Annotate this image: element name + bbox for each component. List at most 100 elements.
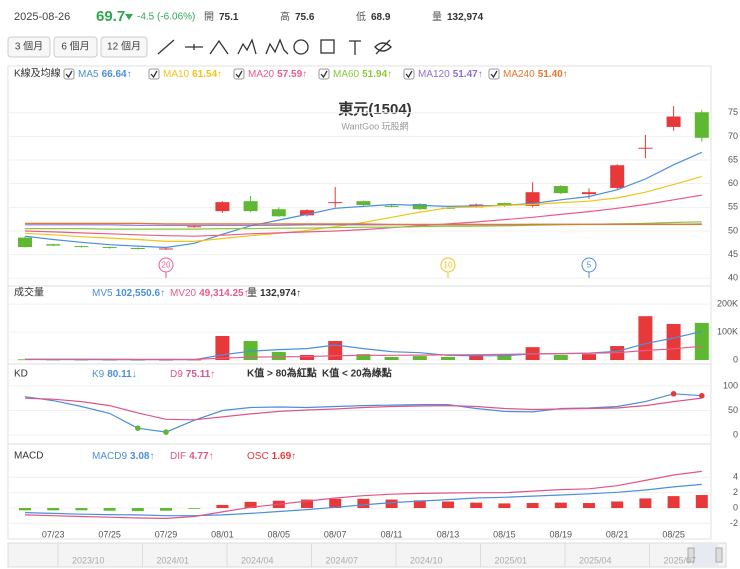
- x-tick-label: 07/25: [98, 529, 121, 539]
- candle-body: [215, 202, 230, 212]
- series-line: [24, 470, 702, 520]
- series-line: [24, 151, 703, 249]
- range-button[interactable]: 3 個月: [7, 36, 51, 58]
- button-label[interactable]: 3 個月: [15, 40, 43, 53]
- candle-body: [582, 192, 596, 195]
- candle-body: [46, 244, 61, 246]
- legend-entry: D9 75.11↑: [170, 369, 215, 380]
- kd-dot: [670, 390, 677, 397]
- field-value: 75.1: [219, 12, 239, 23]
- legend-check[interactable]: [320, 70, 328, 79]
- bar: [243, 341, 258, 360]
- x-tick-label: 08/21: [606, 529, 629, 539]
- legend-checkbox[interactable]: [148, 68, 160, 80]
- legend-checkbox[interactable]: [403, 68, 415, 80]
- legend-entry: MV20 49,314.25↑: [170, 288, 249, 299]
- legend-entry: 量 132,974↑: [247, 287, 301, 299]
- rect-tool[interactable]: [320, 39, 335, 54]
- bar: [694, 322, 709, 360]
- legend-checkbox[interactable]: [233, 68, 245, 80]
- candle-body: [638, 147, 653, 149]
- range-button[interactable]: 6 個月: [53, 36, 98, 58]
- wave-tool[interactable]: [237, 38, 257, 55]
- y-tick-label: 0: [733, 354, 738, 364]
- navigator-label: 2025/01: [495, 555, 528, 565]
- legend-name: MA60: [333, 69, 360, 80]
- y-tick-label: 75: [728, 107, 738, 117]
- header-field: 開 75.1: [204, 11, 239, 23]
- navigator-window[interactable]: [692, 543, 718, 567]
- candle-body: [328, 202, 343, 204]
- panel-note: K值 < 20為綠點: [322, 367, 392, 380]
- down-arrow: [125, 14, 133, 20]
- legend-checkbox[interactable]: [488, 68, 500, 80]
- legend-check[interactable]: [405, 70, 413, 79]
- legend-check[interactable]: [150, 70, 158, 79]
- range-button[interactable]: 12 個月: [100, 36, 148, 58]
- legend-entry: MA10 61.54↑: [163, 69, 222, 80]
- series-line: [24, 483, 702, 517]
- legend-entry: DIF 4.77↑: [170, 451, 214, 462]
- bar: [188, 508, 201, 509]
- candle-body: [74, 246, 89, 248]
- annotation-label: 20: [162, 261, 171, 270]
- y-tick-label: 0: [733, 429, 738, 439]
- legend-check[interactable]: [490, 70, 498, 79]
- legend-check[interactable]: [65, 70, 73, 79]
- button-label[interactable]: 6 個月: [61, 40, 89, 53]
- legend-name: MA5: [78, 69, 99, 80]
- legend-checkbox[interactable]: [63, 68, 75, 80]
- series-line: [24, 175, 702, 242]
- bar: [131, 508, 144, 512]
- x-tick-label: 08/25: [662, 529, 685, 539]
- annotation-label: 5: [587, 261, 592, 270]
- header-fields: 開 75.1 高 75.6 低 68.9 量 132,974: [204, 10, 484, 23]
- button-label[interactable]: 12 個月: [107, 40, 141, 53]
- angle-tool[interactable]: [209, 39, 229, 55]
- navigator-handle[interactable]: [715, 547, 723, 563]
- hide-tool[interactable]: [374, 39, 392, 55]
- navigator[interactable]: [7, 542, 727, 568]
- text-tool[interactable]: [349, 40, 361, 55]
- legend-entry: MV5 102,550.6↑: [92, 288, 165, 299]
- hline-tool[interactable]: [185, 44, 203, 50]
- legend-checkbox[interactable]: [318, 68, 330, 80]
- legend-value: 1.69↑: [272, 451, 296, 462]
- legend-value: 66.64↑: [102, 69, 132, 80]
- field-value: 132,974: [447, 12, 484, 23]
- bar: [469, 354, 484, 360]
- annotation-marker: [440, 257, 456, 273]
- x-tick-label: 08/13: [437, 529, 460, 539]
- panel-title: 成交量: [14, 286, 44, 299]
- legend-check[interactable]: [235, 70, 243, 79]
- bar: [356, 354, 371, 360]
- pattern-tool[interactable]: [265, 38, 289, 55]
- legend-entry: MA5 66.64↑: [78, 69, 132, 80]
- navigator-handle[interactable]: [687, 547, 695, 563]
- legend-entry: MA120 51.47↑: [418, 69, 483, 80]
- bar: [554, 502, 567, 509]
- x-tick-label: 07/23: [42, 529, 65, 539]
- legend-value: 102,550.6↑: [116, 288, 166, 299]
- y-tick-label: 100: [723, 380, 738, 390]
- candle-body: [187, 226, 202, 228]
- bar: [582, 354, 596, 360]
- y-tick-label: 4: [733, 472, 738, 482]
- line-tool[interactable]: [157, 39, 175, 55]
- header-field: 低 68.9: [356, 10, 391, 23]
- y-tick-label: 45: [728, 249, 738, 259]
- circle-tool[interactable]: [293, 39, 309, 55]
- kd-dot: [699, 392, 705, 399]
- bar: [667, 496, 680, 509]
- legend-value: 132,974↑: [260, 288, 301, 299]
- bar: [442, 501, 454, 509]
- panel-title: MACD: [14, 451, 43, 462]
- button-box[interactable]: [7, 36, 51, 58]
- bar: [75, 508, 88, 511]
- legend-entry: OSC 1.69↑: [247, 451, 296, 462]
- button-box[interactable]: [100, 36, 148, 58]
- bar: [103, 508, 116, 511]
- button-box[interactable]: [53, 36, 98, 58]
- series-line: [24, 194, 702, 237]
